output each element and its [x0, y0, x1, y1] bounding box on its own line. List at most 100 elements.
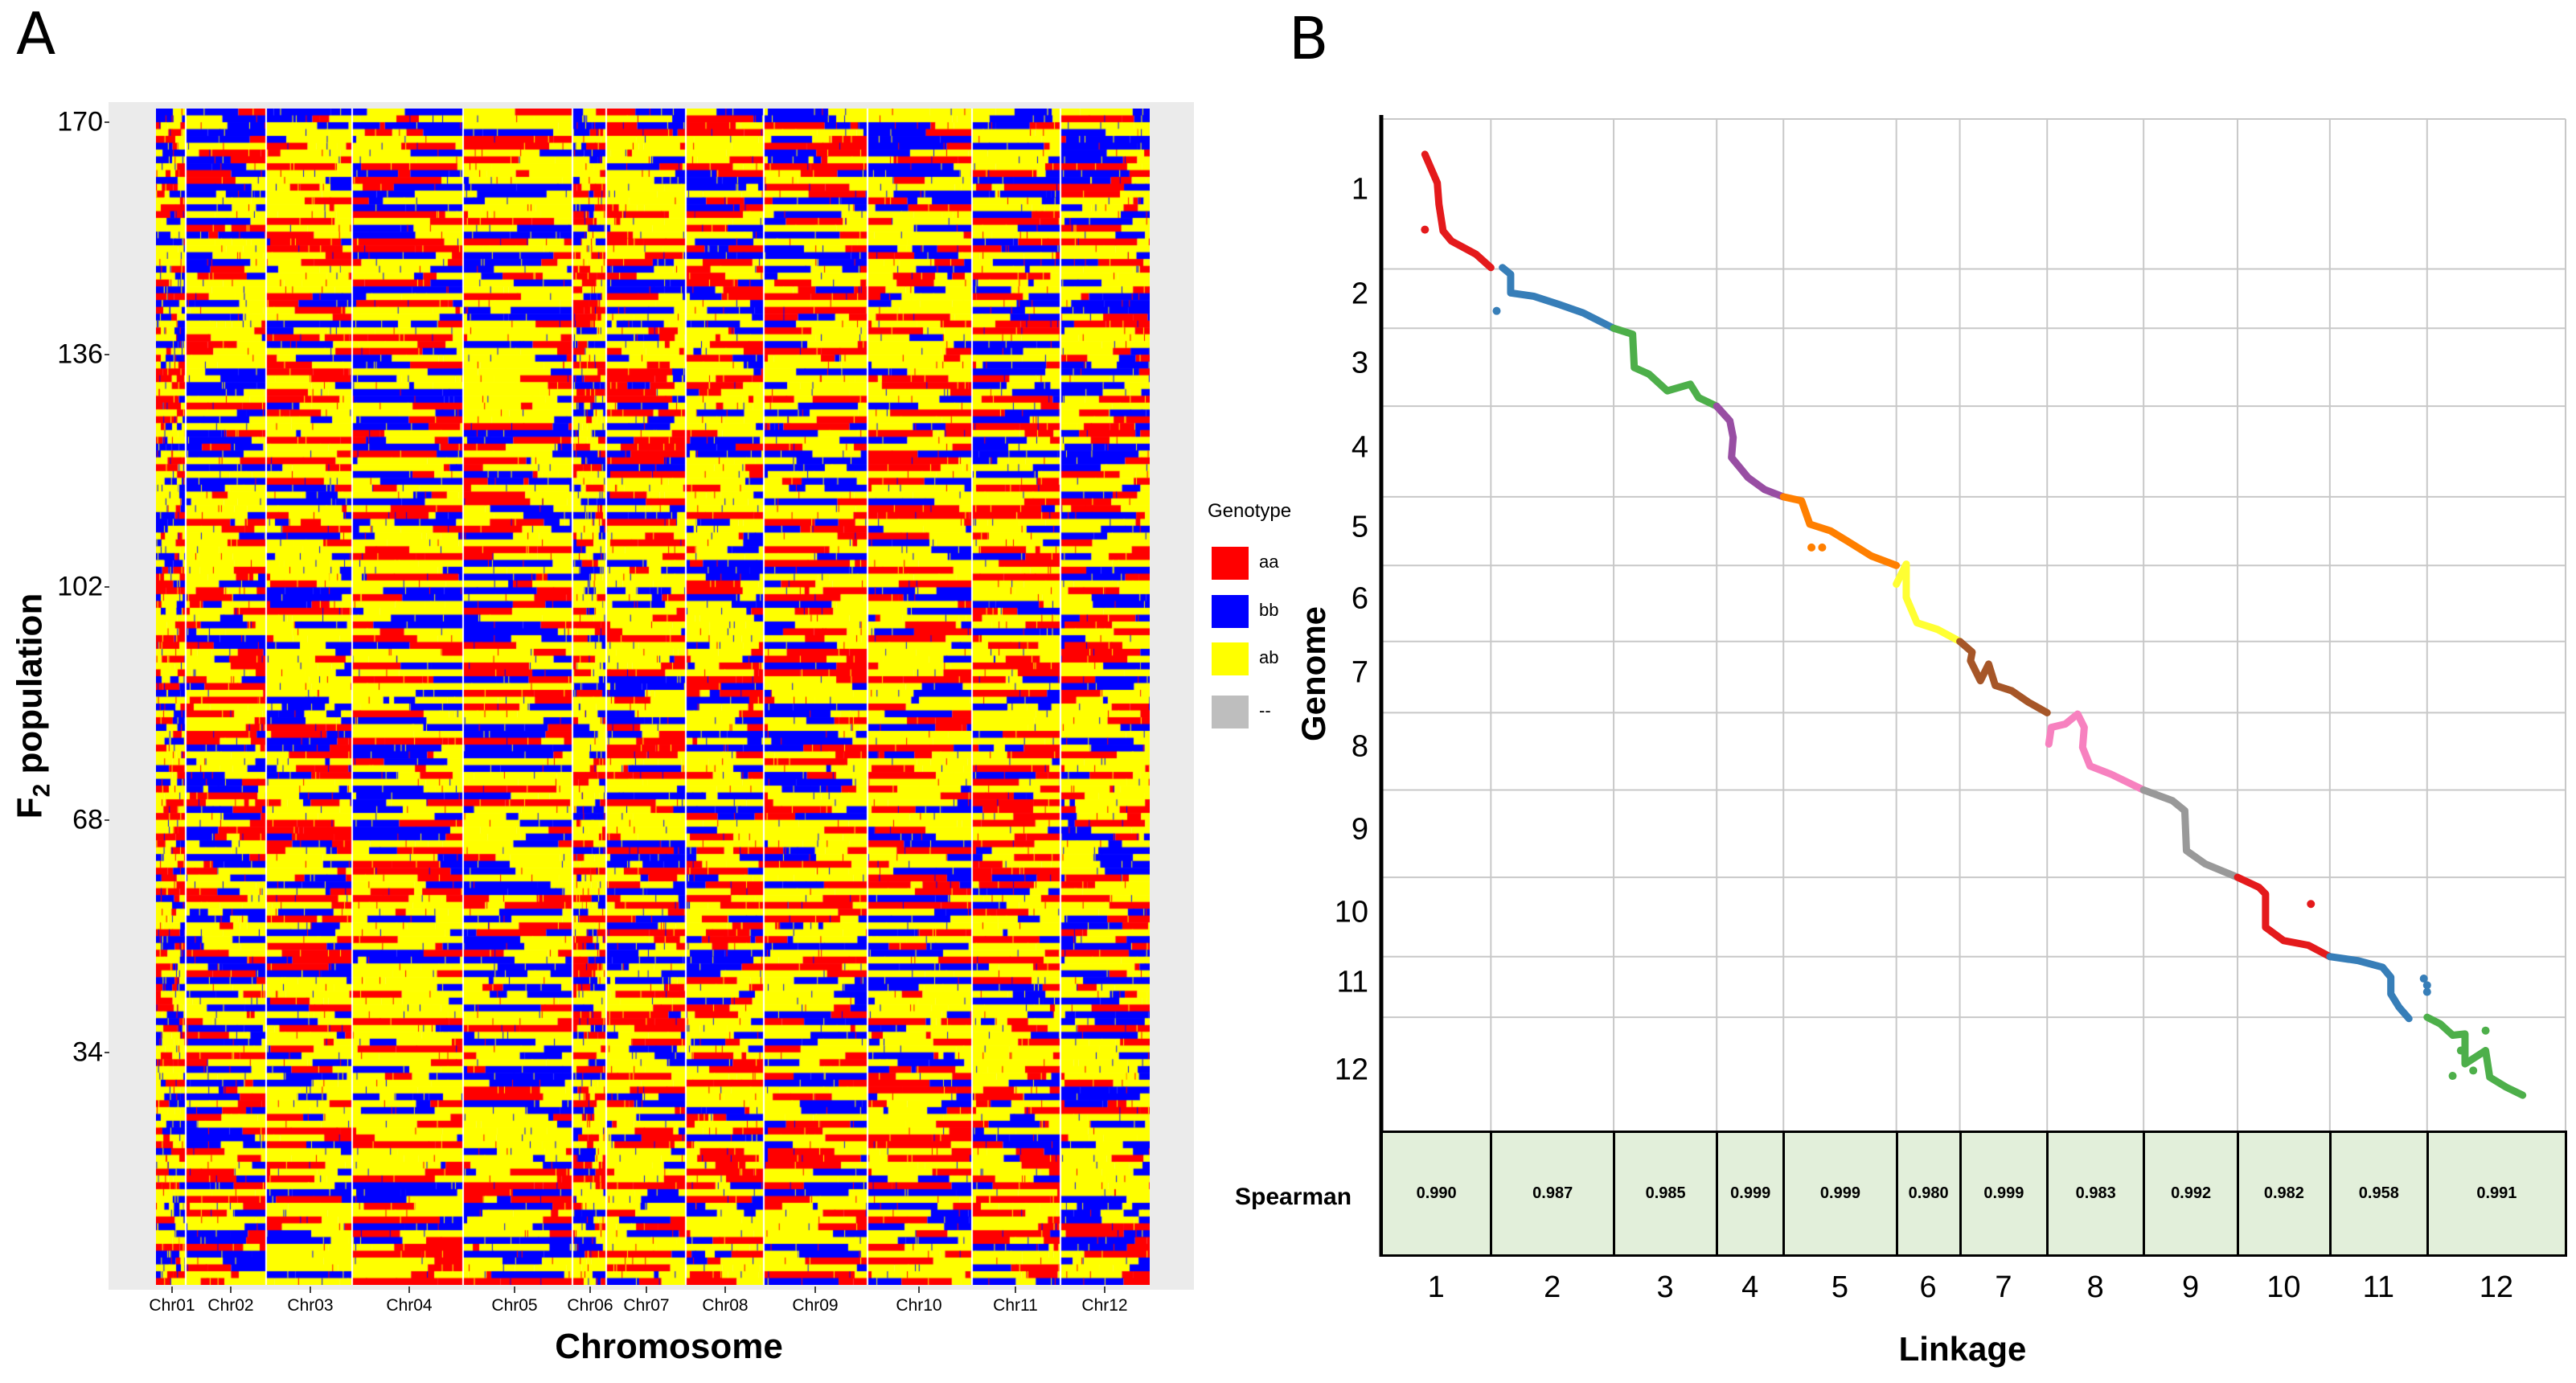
- y-tick-label: 68: [72, 804, 103, 835]
- y-tick-mark: [105, 819, 109, 821]
- spearman-value-cell: 0.982: [2237, 1131, 2332, 1257]
- linkage-group-5-markers: [1779, 493, 1901, 569]
- x-tick-mark: [230, 1287, 232, 1293]
- linkage-group-1-markers: [1421, 150, 1495, 272]
- dotplot-x-axis-title: Linkage: [1898, 1330, 2027, 1368]
- linkage-group-12-markers: [2423, 1013, 2527, 1099]
- x-tick-mark: [918, 1287, 920, 1293]
- spearman-value-cell: 0.999: [1716, 1131, 1786, 1257]
- linkage-group-7-markers: [1956, 638, 2051, 716]
- outlier-marker: [1492, 306, 1501, 315]
- outlier-marker: [1818, 543, 1827, 552]
- genome-chromosome-label: 2: [1351, 277, 1368, 311]
- linkage-group-label: 10: [2266, 1270, 2301, 1304]
- y-tick-mark: [105, 354, 109, 356]
- outlier-marker: [2422, 981, 2431, 990]
- genome-chromosome-label: 12: [1334, 1053, 1368, 1087]
- x-tick-mark: [1015, 1287, 1016, 1293]
- linkage-group-9-markers: [2139, 786, 2242, 881]
- x-tick-label: Chr04: [386, 1296, 433, 1315]
- linkage-group-10-markers: [2233, 873, 2334, 961]
- linkage-group-label: 1: [1427, 1270, 1445, 1304]
- outlier-marker: [2448, 1072, 2457, 1081]
- x-tick-mark: [408, 1287, 410, 1293]
- genotype-heatmap: [156, 109, 1150, 1285]
- linkage-group-6-markers: [1893, 560, 1964, 646]
- outlier-marker: [2307, 900, 2316, 909]
- x-tick-mark: [646, 1287, 647, 1293]
- genome-chromosome-label: 7: [1351, 655, 1368, 690]
- x-tick-mark: [724, 1287, 726, 1293]
- genome-chromosome-label: 3: [1351, 346, 1368, 380]
- legend-label: --: [1259, 700, 1271, 720]
- genome-chromosome-label: 11: [1336, 965, 1368, 999]
- y-tick-label: 102: [57, 571, 103, 602]
- x-tick-mark: [1104, 1287, 1105, 1293]
- outlier-marker: [2419, 975, 2428, 983]
- x-tick-label: Chr09: [792, 1296, 839, 1315]
- legend-label: aa: [1259, 552, 1279, 572]
- outlier-marker: [2481, 1026, 2490, 1035]
- linkage-group-label: 3: [1656, 1270, 1674, 1304]
- spearman-value-cell: 0.958: [2328, 1131, 2429, 1257]
- outlier-marker: [2469, 1066, 2478, 1075]
- legend-swatch-missing: [1212, 696, 1249, 728]
- linkage-group-label: 9: [2182, 1270, 2200, 1304]
- linkage-group-label: 11: [2362, 1270, 2395, 1304]
- legend-swatch-aa: [1212, 547, 1249, 580]
- outlier-marker: [1807, 543, 1816, 552]
- x-tick-mark: [589, 1287, 591, 1293]
- outlier-marker: [2456, 1046, 2465, 1055]
- x-tick-mark: [514, 1287, 515, 1293]
- genome-chromosome-label: 5: [1351, 510, 1368, 544]
- panel-b-label: B: [1289, 5, 1329, 72]
- spearman-value-cell: 0.983: [2046, 1131, 2146, 1257]
- x-tick-label: Chr12: [1081, 1296, 1128, 1315]
- legend-swatch-bb: [1212, 595, 1249, 628]
- spearman-value-cell: 0.987: [1490, 1131, 1616, 1257]
- spearman-value-cell: 0.992: [2143, 1131, 2240, 1257]
- x-tick-label: Chr10: [896, 1296, 942, 1315]
- linkage-group-label: 7: [1995, 1270, 2012, 1304]
- linkage-group-8-markers: [2045, 710, 2147, 794]
- genome-chromosome-label: 4: [1351, 430, 1368, 465]
- genome-chromosome-label: 1: [1351, 172, 1368, 207]
- x-tick-label: Chr06: [567, 1296, 613, 1315]
- linkage-group-4-markers: [1713, 402, 1787, 501]
- x-tick-label: Chr08: [702, 1296, 749, 1315]
- panel-a-label: A: [16, 0, 56, 68]
- legend-label: bb: [1259, 600, 1279, 620]
- y-tick-label: 170: [57, 106, 103, 137]
- linkage-group-2-markers: [1499, 264, 1618, 332]
- x-tick-label: Chr11: [993, 1296, 1038, 1315]
- x-tick-label: Chr05: [491, 1296, 538, 1315]
- x-tick-label: Chr01: [149, 1296, 195, 1315]
- x-tick-mark: [310, 1287, 311, 1293]
- genome-chromosome-label: 8: [1351, 729, 1368, 764]
- genome-chromosome-label: 10: [1334, 895, 1368, 930]
- y-tick-label: 136: [57, 339, 103, 370]
- x-tick-label: Chr07: [623, 1296, 670, 1315]
- genome-chromosome-label: 9: [1351, 812, 1368, 847]
- outlier-marker: [1421, 225, 1430, 234]
- y-tick-label: 34: [72, 1036, 103, 1068]
- linkage-group-label: 8: [2086, 1270, 2104, 1304]
- linkage-group-11-markers: [2326, 953, 2413, 1023]
- legend-title: Genotype: [1208, 500, 1292, 522]
- spearman-value-cell: 0.990: [1380, 1131, 1493, 1257]
- spearman-value-cell: 0.991: [2426, 1131, 2567, 1257]
- x-tick-label: Chr02: [207, 1296, 254, 1315]
- spearman-row-label: Spearman: [1235, 1184, 1352, 1210]
- spearman-value-cell: 0.999: [1959, 1131, 2049, 1257]
- legend-swatch-ab: [1212, 642, 1249, 675]
- linkage-group-3-markers: [1610, 324, 1721, 410]
- spearman-value-cell: 0.999: [1782, 1131, 1898, 1257]
- y-tick-mark: [105, 1051, 109, 1053]
- y-tick-mark: [105, 121, 109, 123]
- linkage-group-label: 4: [1741, 1270, 1759, 1304]
- heatmap-x-axis-title: Chromosome: [555, 1327, 783, 1366]
- outlier-marker: [2422, 987, 2431, 996]
- genome-chromosome-label: 6: [1351, 581, 1368, 616]
- x-tick-label: Chr03: [287, 1296, 334, 1315]
- dotplot-y-axis-title: Genome: [1294, 605, 1332, 742]
